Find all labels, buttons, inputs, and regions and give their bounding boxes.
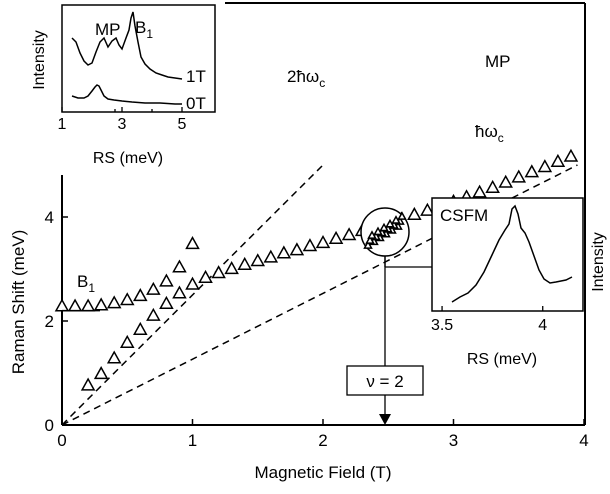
inset1-0T-label: 0T <box>186 94 206 113</box>
inset1-1T-label: 1T <box>186 67 206 86</box>
marker-B1-4 <box>106 295 122 309</box>
magnifier <box>360 207 432 425</box>
y-tick-label-1: 2 <box>45 312 54 331</box>
marker-B1-2 <box>80 298 96 312</box>
x-axis-title: Magnetic Field (T) <box>255 463 392 482</box>
inset1-curve-1T <box>71 11 183 80</box>
inset2-x-tick-label-0: 3.5 <box>431 317 453 334</box>
marker-MP-1 <box>93 366 109 380</box>
marker-MP-17 <box>302 238 318 252</box>
marker-MP-18 <box>315 235 331 249</box>
marker-B1-3 <box>93 297 109 311</box>
y-tick-label-2: 4 <box>45 208 54 227</box>
inset-spectrum-right: CSFM Intensity RS (meV) 3.5 4 <box>431 197 607 368</box>
marker-MP-33 <box>511 169 527 183</box>
marker-MP-0 <box>80 377 96 391</box>
x-tick-label-2: 2 <box>318 431 327 450</box>
marker-MP-32 <box>498 174 513 188</box>
inset1-x-title: RS (meV) <box>93 150 163 167</box>
inset1-ticks: 1 3 5 <box>58 107 187 133</box>
marker-MP-20 <box>341 227 357 241</box>
mp-label: MP <box>485 52 511 71</box>
marker-MP-12 <box>237 256 252 270</box>
marker-MP-35 <box>537 159 553 173</box>
nu2-label: ν = 2 <box>366 372 403 391</box>
marker-MP-26 <box>420 202 435 216</box>
marker-MP-31 <box>485 179 500 193</box>
marker-MP-36 <box>550 153 566 167</box>
marker-B1-7 <box>146 281 161 295</box>
marker-MP-3 <box>119 334 135 348</box>
inset1-x-tick-label-0: 1 <box>58 116 67 133</box>
inset2-x-title: RS (meV) <box>467 351 537 368</box>
marker-MP-11 <box>224 261 239 275</box>
marker-MP-9 <box>198 269 213 283</box>
marker-MP-8 <box>185 276 200 290</box>
inset2-title: CSFM <box>440 206 488 225</box>
mag-tri-2-5 <box>397 211 407 220</box>
inset1-y-title: Intensity <box>31 30 48 90</box>
marker-MP-15 <box>276 245 292 259</box>
inset2-ticks: 3.5 4 <box>431 306 547 334</box>
inset1-b1-label: B1 <box>135 18 153 41</box>
main-plot: 0 1 2 3 4 0 2 4 Magnetic Field (T) Raman Shift… <box>9 2 589 482</box>
marker-MP-4 <box>133 321 148 335</box>
nu2-arrowhead <box>379 414 391 425</box>
y-axis-title: Raman Shift (meV) <box>9 230 28 375</box>
nu2-box: ν = 2 <box>346 365 424 396</box>
x-tick-label-0: 0 <box>57 431 66 450</box>
y-tick-label-0: 0 <box>45 416 54 435</box>
marker-MP-13 <box>250 253 266 267</box>
inset1-mp-label: MP <box>95 20 121 39</box>
x-tick-label-1: 1 <box>188 431 197 450</box>
marker-MP-37 <box>563 148 579 162</box>
marker-B1-10 <box>185 236 200 250</box>
x-tick-label-3: 3 <box>449 431 458 450</box>
marker-B1-6 <box>133 288 148 302</box>
x-ticks: 0 1 2 3 4 <box>57 419 589 450</box>
marker-MP-25 <box>407 206 422 221</box>
x-tick-label-4: 4 <box>579 431 588 450</box>
marker-MP-34 <box>524 164 540 178</box>
inset2-y-title: Intensity <box>590 232 607 292</box>
marker-MP-14 <box>263 249 279 263</box>
dashed-line-2ħωc <box>61 164 324 426</box>
inset1-x-tick-label-1: 3 <box>118 116 127 133</box>
marker-B1-9 <box>172 259 187 273</box>
marker-MP-16 <box>289 242 305 256</box>
marker-MP-6 <box>159 295 174 309</box>
marker-MP-5 <box>146 307 161 321</box>
marker-MP-10 <box>211 265 226 279</box>
marker-B1-8 <box>159 273 174 287</box>
y-ticks: 0 2 4 <box>45 208 68 435</box>
inset2-x-tick-label-1: 4 <box>538 317 547 334</box>
marker-MP-7 <box>172 285 187 299</box>
marker-B1-5 <box>119 292 135 306</box>
data-markers <box>54 148 579 391</box>
b1-label: B1 <box>77 272 95 295</box>
marker-MP-19 <box>328 230 344 244</box>
marker-MP-30 <box>472 184 487 198</box>
inset1-curve-0T <box>71 84 182 105</box>
magnified-triangles <box>363 211 407 249</box>
inset2-curve <box>451 204 573 303</box>
inset-spectra-top-left: Intensity RS (meV) 1 3 5 MP B1 1T 0T <box>31 4 216 167</box>
marker-MP-2 <box>106 350 122 364</box>
inset1-x-tick-label-2: 5 <box>178 116 187 133</box>
marker-B1-0 <box>54 298 70 312</box>
marker-B1-1 <box>67 298 83 312</box>
hwc-label: ħωc <box>475 122 504 145</box>
twohwc-label: 2ħωc <box>287 67 325 90</box>
